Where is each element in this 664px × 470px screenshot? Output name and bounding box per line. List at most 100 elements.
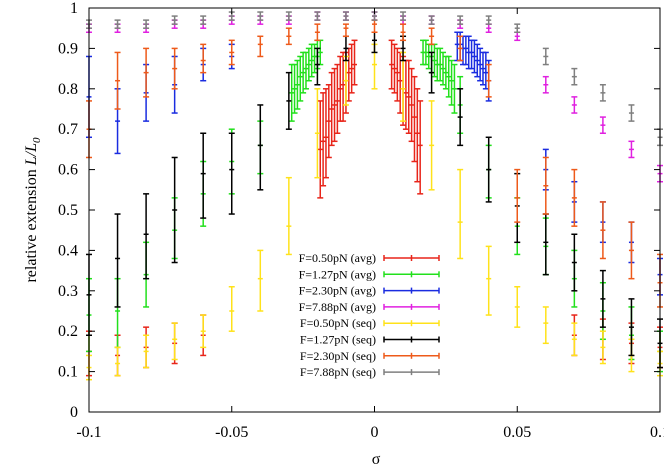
error-bar-point: [228, 39, 235, 66]
error-bar-point: [291, 63, 298, 114]
error-bar-point: [342, 55, 349, 106]
error-bar-point: [400, 23, 407, 42]
error-bar-point: [428, 27, 435, 46]
error-bar-point: [342, 23, 349, 38]
error-bar-point: [514, 286, 521, 328]
legend-item-2: F=1.27pN (avg): [299, 267, 440, 281]
error-bar-point: [342, 11, 349, 21]
error-bar-point: [171, 47, 178, 90]
error-bar-point: [300, 51, 307, 94]
error-bar-point: [471, 39, 478, 74]
error-bar-point: [417, 100, 424, 195]
error-bar-point: [314, 47, 321, 86]
x-tick-label: 0: [371, 424, 379, 441]
legend-label: F=0.50pN (seq): [300, 316, 376, 330]
error-bar-point: [351, 39, 358, 86]
error-bar-point: [400, 51, 407, 122]
error-bar-point: [514, 31, 521, 42]
error-bar-point: [428, 15, 435, 25]
y-tick-label: 0: [70, 404, 78, 421]
error-bar-point: [428, 51, 435, 94]
y-tick-label: 0.8: [58, 81, 78, 98]
error-bar-point: [514, 23, 521, 33]
y-tick-label: 0.9: [58, 40, 78, 57]
error-bar-point: [317, 39, 324, 66]
error-bar-point: [143, 47, 150, 98]
x-axis-title: σ: [372, 451, 381, 468]
error-bar-point: [437, 47, 444, 82]
legend-label: F=1.27pN (seq): [300, 333, 376, 347]
error-bar-point: [200, 132, 207, 219]
error-bar-point: [628, 140, 635, 159]
x-tick-label: -0.05: [215, 424, 248, 441]
error-bar-point: [414, 88, 421, 183]
error-bar-point: [397, 51, 404, 114]
error-bar-point: [599, 269, 606, 328]
legend: F=0.50pN (avg) F=1.27pN (avg) F=2.30pN (av…: [299, 251, 440, 379]
error-bar-point: [228, 286, 235, 332]
error-bar-point: [485, 15, 492, 25]
y-tick-label: 0.4: [58, 242, 78, 259]
error-bar-point: [317, 100, 324, 199]
error-bar-point: [171, 156, 178, 264]
error-bar-point: [571, 322, 578, 357]
error-bar-point: [628, 104, 635, 122]
y-tick-label: 0.1: [58, 364, 78, 381]
y-tick-label: 0.6: [58, 162, 78, 179]
error-bar-point: [285, 176, 292, 256]
error-bar-point: [571, 67, 578, 86]
error-bar-point: [457, 15, 464, 25]
error-bar-point: [388, 39, 395, 90]
legend-label: F=7.88pN (avg): [299, 300, 376, 314]
axis-ticks: -0.1 -0.05 0 0.05 0.1 0 0.1 0.2 0.3 0.4 0.5 0.6 0.7 0…: [58, 0, 664, 441]
error-bar-point: [391, 43, 398, 94]
error-bar-point: [542, 306, 549, 345]
legend-item-7: F=2.30pN (seq): [300, 349, 440, 363]
error-bar-point: [328, 71, 335, 147]
error-bar-point: [514, 168, 521, 223]
error-bar-point: [200, 314, 207, 349]
y-axis-title-main: relative extension: [23, 165, 40, 282]
error-bar-point: [114, 213, 121, 308]
error-bar-point: [200, 43, 207, 74]
error-bar-point: [400, 11, 407, 21]
error-bar-point: [294, 59, 301, 110]
error-bar-point: [331, 67, 338, 143]
error-bar-point: [302, 51, 309, 90]
legend-item-8: F=7.88pN (seq): [300, 365, 440, 379]
error-bar-point: [485, 136, 492, 203]
error-bar-point: [599, 330, 606, 365]
legend-label: F=2.30pN (seq): [300, 349, 376, 363]
error-bar-point: [599, 116, 606, 134]
error-bar-point: [228, 132, 235, 215]
error-bar-point: [462, 35, 469, 66]
error-bar-point: [457, 168, 464, 260]
error-bar-point: [143, 334, 150, 369]
error-bar-point: [482, 51, 489, 90]
error-bar-point: [408, 67, 415, 143]
error-bar-point: [451, 63, 458, 114]
legend-item-4: F=7.88pN (avg): [299, 300, 440, 314]
legend-item-6: F=1.27pN (seq): [300, 333, 440, 347]
error-bar-point: [402, 59, 409, 130]
error-bar-point: [479, 51, 486, 86]
error-bar-point: [371, 19, 378, 33]
error-bar-point: [599, 84, 606, 102]
y-axis-title-subscript: 0: [31, 137, 43, 143]
error-bar-point: [445, 55, 452, 98]
error-bar-point: [448, 59, 455, 106]
legend-label: F=2.30pN (avg): [299, 284, 376, 298]
error-bar-point: [442, 55, 449, 90]
error-bar-point: [628, 298, 635, 357]
legend-item-1: F=0.50pN (avg): [299, 251, 440, 265]
error-bar-point: [371, 31, 378, 54]
error-bar-point: [314, 11, 321, 21]
y-tick-label: 0.3: [58, 283, 78, 300]
error-bar-point: [542, 47, 549, 66]
legend-label: F=0.50pN (avg): [299, 251, 376, 265]
error-bar-point: [285, 27, 292, 46]
error-bar-point: [114, 19, 121, 29]
error-bar-point: [337, 55, 344, 122]
error-bar-point: [474, 43, 481, 78]
